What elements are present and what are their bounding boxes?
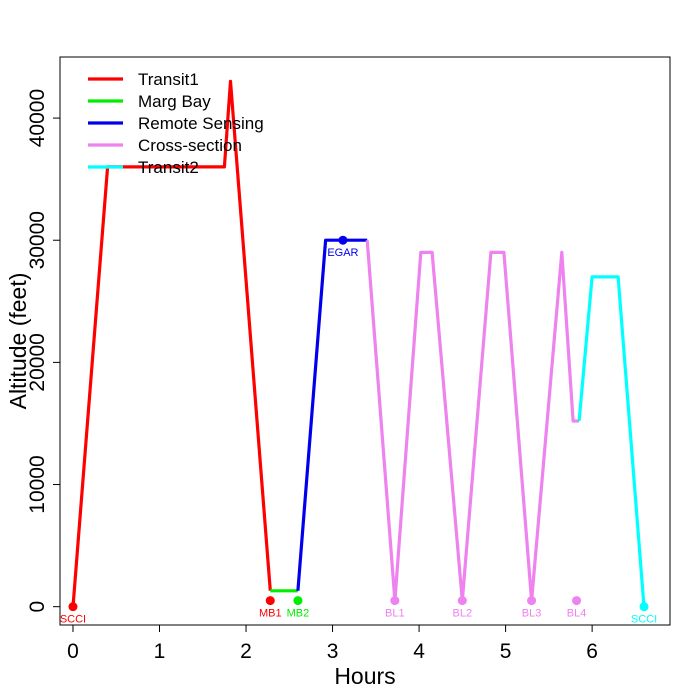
marker-bl3-6 xyxy=(527,596,537,606)
marker-egar-3 xyxy=(338,235,348,245)
x-tick-label-4: 4 xyxy=(413,640,425,663)
marker-bl2-5 xyxy=(457,596,467,606)
y-axis-title: Altitude (feet) xyxy=(5,273,31,410)
annotation-layer: SCCI MB1 MB2 EGAR BL1 BL2 BL3 BL4 SCCI xyxy=(60,235,657,626)
marker-label-scci-0: SCCI xyxy=(60,614,86,626)
x-tick-label-3: 3 xyxy=(327,640,339,663)
marker-label-mb1-1: MB1 xyxy=(259,608,282,620)
marker-scci-0 xyxy=(68,602,78,612)
plot-frame xyxy=(59,56,671,626)
marker-label-mb2-2: MB2 xyxy=(287,608,310,620)
series-line-cross-section xyxy=(365,240,580,603)
marker-label-bl4-7: BL4 xyxy=(567,608,587,620)
series-line-transit2 xyxy=(577,275,646,607)
marker-mb2-2 xyxy=(293,596,303,606)
x-tick-label-6: 6 xyxy=(586,640,598,663)
legend-label-remote-sensing: Remote Sensing xyxy=(138,114,264,133)
series-line-transit1 xyxy=(71,79,272,607)
legend: Transit1 Marg Bay Remote Sensing Cross-sect… xyxy=(88,70,264,177)
y-tick-label-0: 0 xyxy=(26,601,49,613)
marker-label-bl1-4: BL1 xyxy=(385,608,405,620)
marker-label-egar-3: EGAR xyxy=(327,247,358,259)
axes-layer: 0 1 2 3 4 5 6 0 10000 20000 30000 40000 xyxy=(26,89,598,663)
y-tick-label-40000: 40000 xyxy=(26,89,49,147)
legend-label-transit2: Transit2 xyxy=(138,158,199,177)
legend-label-transit1: Transit1 xyxy=(138,70,199,89)
marker-mb1-1 xyxy=(265,596,275,606)
marker-bl4-7 xyxy=(572,596,582,606)
x-tick-label-2: 2 xyxy=(240,640,252,663)
y-tick-label-10000: 10000 xyxy=(26,455,49,513)
marker-label-bl3-6: BL3 xyxy=(522,608,542,620)
marker-bl1-4 xyxy=(390,596,400,606)
series-layer xyxy=(71,79,646,607)
x-tick-label-5: 5 xyxy=(500,640,512,663)
y-tick-label-20000: 20000 xyxy=(26,333,49,391)
series-line-remote-sensing xyxy=(296,238,368,591)
legend-label-cross-section: Cross-section xyxy=(138,136,242,155)
marker-scci-8 xyxy=(639,602,649,612)
x-tick-label-0: 0 xyxy=(67,640,79,663)
x-tick-label-1: 1 xyxy=(154,640,166,663)
marker-label-bl2-5: BL2 xyxy=(453,608,473,620)
y-tick-label-30000: 30000 xyxy=(26,211,49,269)
x-axis-title: Hours xyxy=(334,663,395,689)
legend-label-marg-bay: Marg Bay xyxy=(138,92,211,111)
marker-label-scci-8: SCCI xyxy=(631,614,657,626)
